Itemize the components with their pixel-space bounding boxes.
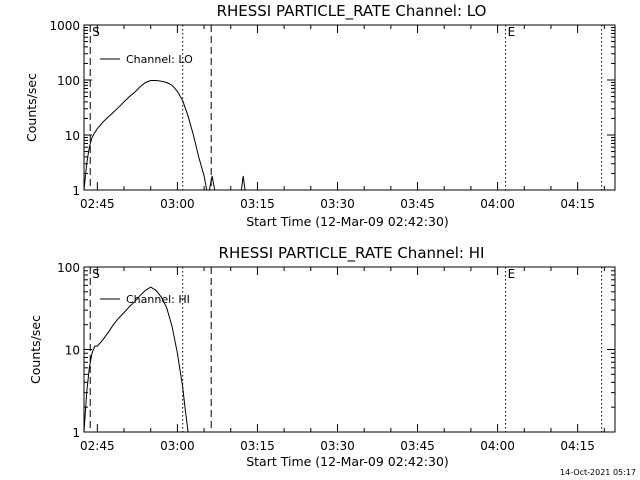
x-axis-label: Start Time (12-Mar-09 02:42:30) bbox=[246, 214, 449, 229]
x-axis-label: Start Time (12-Mar-09 02:42:30) bbox=[246, 454, 449, 469]
event-marker-label: S bbox=[92, 267, 100, 281]
x-tick-label: 03:00 bbox=[160, 439, 195, 453]
x-tick-label: 03:45 bbox=[400, 439, 435, 453]
series-line bbox=[83, 286, 189, 433]
legend-label: Channel: LO bbox=[126, 53, 193, 66]
chart-title: RHESSI PARTICLE_RATE Channel: HI bbox=[219, 244, 485, 263]
plot-frame bbox=[83, 24, 616, 191]
x-tick-label: 04:00 bbox=[480, 439, 515, 453]
x-tick-label: 04:15 bbox=[560, 439, 595, 453]
footer-timestamp: 14-Oct-2021 05:17 bbox=[560, 468, 636, 477]
legend-label: Channel: HI bbox=[126, 293, 190, 306]
x-tick-label: 03:15 bbox=[240, 439, 275, 453]
y-axis-label: Counts/sec bbox=[24, 73, 39, 142]
chart-title: RHESSI PARTICLE_RATE Channel: LO bbox=[217, 2, 487, 21]
y-tick-label: 1000 bbox=[49, 19, 80, 33]
x-tick-label: 03:30 bbox=[320, 439, 355, 453]
event-marker-label: E bbox=[508, 267, 516, 281]
x-tick-label: 03:00 bbox=[160, 197, 195, 211]
y-tick-label: 100 bbox=[57, 261, 80, 275]
y-tick-label: 1 bbox=[72, 184, 80, 198]
y-axis-label: Counts/sec bbox=[28, 315, 43, 384]
y-tick-label: 10 bbox=[65, 129, 80, 143]
y-tick-label: 10 bbox=[65, 344, 80, 358]
x-tick-label: 04:00 bbox=[480, 197, 515, 211]
x-tick-label: 03:15 bbox=[240, 197, 275, 211]
x-tick-label: 04:15 bbox=[560, 197, 595, 211]
plot-frame bbox=[83, 266, 616, 433]
x-tick-label: 02:45 bbox=[80, 197, 115, 211]
series-line bbox=[83, 80, 247, 191]
x-tick-label: 02:45 bbox=[80, 439, 115, 453]
x-tick-label: 03:45 bbox=[400, 197, 435, 211]
event-marker-label: S bbox=[92, 25, 100, 39]
x-tick-label: 03:30 bbox=[320, 197, 355, 211]
y-tick-label: 100 bbox=[57, 74, 80, 88]
y-tick-label: 1 bbox=[72, 426, 80, 440]
event-marker-label: E bbox=[508, 25, 516, 39]
